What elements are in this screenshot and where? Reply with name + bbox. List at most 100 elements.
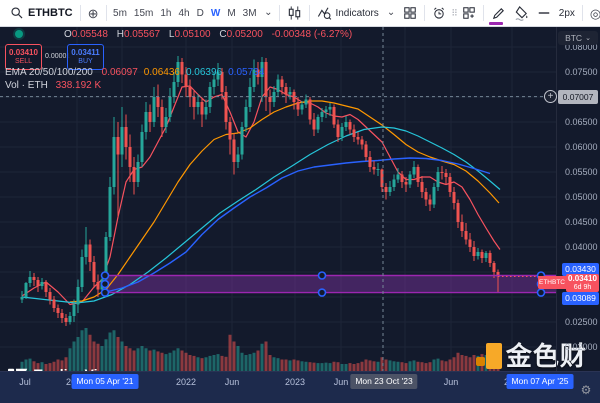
search-icon: [11, 7, 23, 19]
timeframe-menu-button[interactable]: ⌄: [260, 2, 276, 24]
volume-label: Vol · ETH: [5, 80, 48, 91]
candle-body: [216, 72, 220, 80]
volume-bar: [136, 348, 140, 373]
timeframe-1h[interactable]: 1h: [160, 7, 172, 19]
drawing-handle[interactable]: [100, 271, 110, 280]
volume-bar: [316, 363, 320, 373]
candle-body: [20, 297, 24, 300]
price-scale[interactable]: 0.08000 0.07500 0.06500 0.06000 0.05500 0.050…: [556, 27, 600, 371]
candle-body: [436, 172, 440, 187]
chevron-down-icon: ⌄: [386, 7, 396, 18]
drag-handle[interactable]: ⠿: [450, 2, 458, 24]
time-scale[interactable]: Jul20212022Jun2023JunJun2025Mon 05 Apr '…: [0, 371, 600, 403]
drawing-handle[interactable]: [100, 279, 110, 289]
price-range-band[interactable]: [105, 275, 556, 293]
volume-bar: [320, 363, 324, 373]
timeframe-3M[interactable]: 3M: [242, 7, 257, 19]
candle-body: [184, 74, 188, 87]
volume-bar: [156, 351, 160, 373]
drawing-handle[interactable]: [317, 271, 327, 280]
chart-style-button[interactable]: [283, 2, 306, 24]
volume-bar: [112, 330, 116, 373]
buy-button[interactable]: 0.03411 BUY: [67, 44, 104, 70]
volume-bar: [464, 355, 468, 373]
symbol-search-button[interactable]: ETHBTC: [6, 2, 77, 24]
sell-button[interactable]: 0.03410 SELL: [5, 44, 42, 70]
compare-button[interactable]: ⊕: [84, 2, 103, 24]
line-style-button[interactable]: [533, 2, 555, 24]
volume-bar: [212, 355, 216, 373]
candle-body: [440, 172, 444, 173]
candle-body: [40, 282, 44, 286]
timeframe-W[interactable]: W: [210, 7, 221, 19]
candle-body: [260, 62, 264, 77]
volume-bar: [36, 363, 40, 373]
volume-bar: [40, 362, 44, 373]
layout-button[interactable]: [399, 2, 421, 24]
alert-button[interactable]: [428, 2, 450, 24]
timeframe-D[interactable]: D: [196, 7, 204, 19]
volume-bar: [300, 361, 304, 373]
timeframe-15m[interactable]: 15m: [133, 7, 154, 19]
candle-body: [360, 139, 364, 145]
sell-price: 0.03410: [9, 47, 38, 57]
volume-bar: [20, 361, 24, 373]
candle-body: [388, 187, 392, 192]
volume-bar: [236, 346, 240, 373]
candle-body: [120, 127, 124, 155]
price-axis-label: 0.05000: [565, 192, 598, 202]
candle-body: [472, 247, 476, 256]
candle-body: [144, 112, 148, 132]
add-alert-plus-icon[interactable]: +: [544, 90, 557, 103]
candle-body: [52, 299, 56, 308]
ema-label: EMA 20/50/100/200: [5, 67, 93, 78]
draw-tool-button[interactable]: [487, 2, 510, 25]
time-axis-label: 2022: [175, 377, 197, 387]
candle-body: [60, 313, 64, 318]
candle-body: [220, 72, 224, 92]
volume-bar: [472, 355, 476, 373]
volume-bar: [68, 348, 72, 373]
ema-value-3: 0.06396: [185, 67, 223, 78]
volume-bar: [328, 363, 332, 373]
candle-body: [376, 169, 380, 170]
candle-body: [244, 107, 248, 127]
candle-body: [356, 137, 360, 140]
candle-body: [192, 97, 196, 107]
timeframe-4h[interactable]: 4h: [178, 7, 190, 19]
volume-bar: [400, 362, 404, 373]
volume-bar: [24, 359, 28, 373]
drawing-handle[interactable]: [100, 288, 110, 297]
indicators-button[interactable]: Indicators: [313, 2, 382, 24]
settings-gear-icon[interactable]: ⚙: [580, 383, 592, 397]
volume-bar: [56, 359, 60, 373]
candle-body: [416, 167, 420, 182]
candle-body: [328, 107, 332, 110]
volume-bar: [264, 341, 268, 373]
candle-body: [316, 117, 320, 130]
target-icon: ◎: [589, 5, 600, 21]
drawing-handle[interactable]: [317, 288, 327, 297]
market-status-dot: [15, 30, 23, 38]
timeframe-M[interactable]: M: [227, 7, 236, 19]
volume-bar: [132, 350, 136, 373]
candle-body: [464, 231, 468, 240]
currency-toggle[interactable]: BTC ⌄: [558, 31, 598, 45]
timeframe-5m[interactable]: 5m: [113, 7, 127, 19]
candle-body: [36, 280, 40, 286]
more-button[interactable]: ⌄: [383, 2, 399, 24]
line-width-button[interactable]: 2px: [555, 2, 579, 24]
candle-body: [304, 99, 308, 105]
candle-body: [228, 122, 232, 140]
timeframe-group: 5m 15m 1h 4h D W M 3M: [110, 8, 261, 19]
fill-tool-button[interactable]: [510, 2, 533, 24]
volume-bar: [436, 358, 440, 373]
drawing-handle[interactable]: [536, 288, 546, 297]
toolbar-separator: [279, 5, 281, 21]
volume-bar: [184, 352, 188, 373]
candle-body: [148, 112, 152, 122]
add-layout-button[interactable]: [458, 2, 480, 24]
magnet-button[interactable]: ◎: [586, 2, 600, 24]
volume-bar: [60, 360, 64, 373]
